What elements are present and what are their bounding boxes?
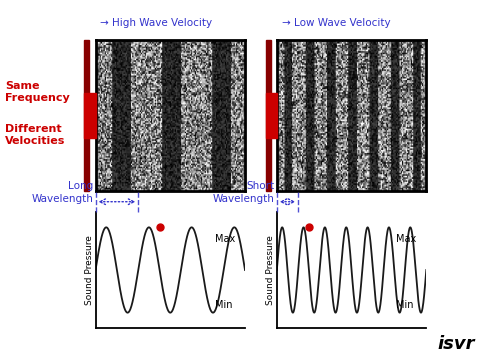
Text: Short
Wavelength: Short Wavelength [213,181,274,204]
Text: Max: Max [215,234,235,244]
Text: Same
Frequency: Same Frequency [5,81,70,103]
Text: Different
Velocities: Different Velocities [5,124,65,146]
Bar [84,40,89,191]
Y-axis label: Sound Pressure: Sound Pressure [267,235,275,305]
Text: Long
Wavelength: Long Wavelength [31,181,93,204]
Text: → High Wave Velocity: → High Wave Velocity [100,18,213,28]
Text: → Low Wave Velocity: → Low Wave Velocity [282,18,391,28]
Bar [266,93,277,138]
Text: Min: Min [396,300,414,310]
Bar [84,93,96,138]
Text: isvr: isvr [438,335,475,353]
Y-axis label: Sound Pressure: Sound Pressure [85,235,94,305]
Bar [266,40,270,191]
Text: Max: Max [396,234,416,244]
Text: Min: Min [215,300,233,310]
